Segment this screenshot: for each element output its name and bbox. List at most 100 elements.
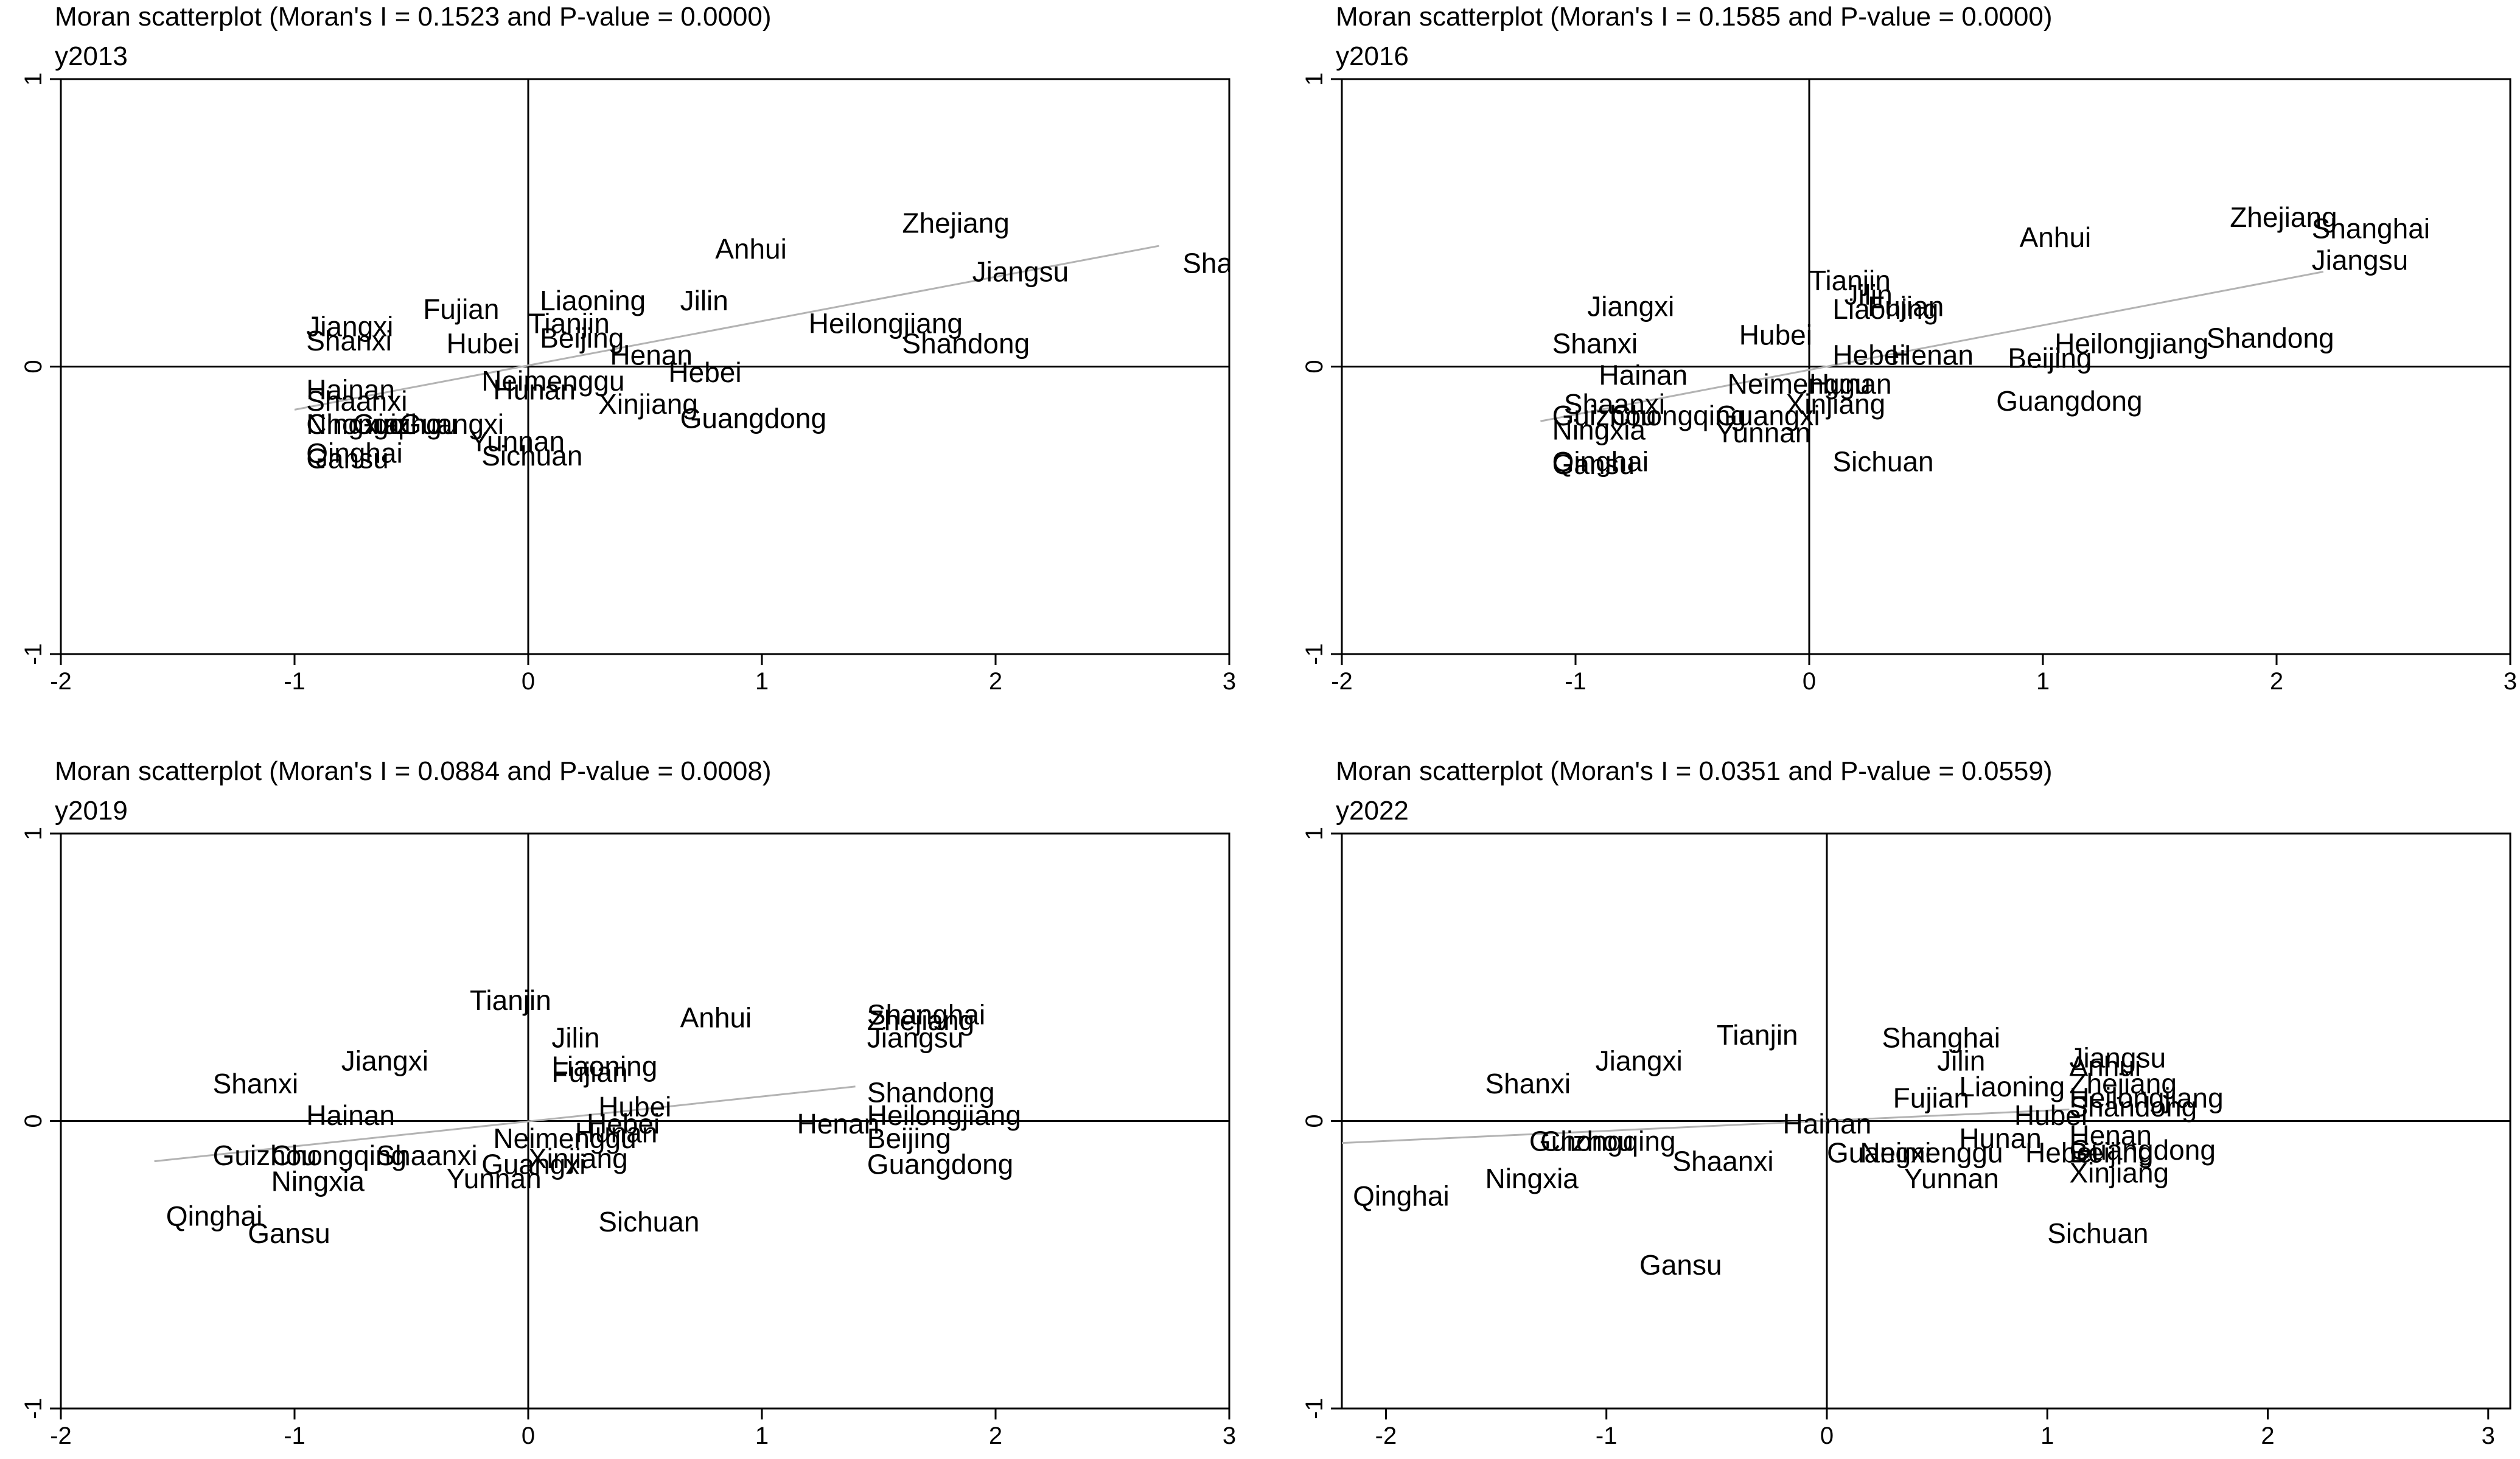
point-label: Shanxi bbox=[1552, 328, 1638, 360]
point-label: Guangdong bbox=[867, 1148, 1013, 1180]
point-label: Shandong bbox=[867, 1076, 995, 1108]
point-label: Xinjiang bbox=[528, 1143, 628, 1174]
point-label: Fujian bbox=[423, 293, 499, 325]
y-tick-label: 1 bbox=[1301, 827, 1328, 840]
point-label: Hubei bbox=[1739, 319, 1812, 351]
x-tick-label: -1 bbox=[1596, 1422, 1618, 1449]
point-label: Xinjiang bbox=[2069, 1157, 2169, 1189]
point-label: Fujian bbox=[1868, 290, 1944, 322]
point-label: Hebei bbox=[2025, 1137, 2098, 1168]
point-label: Gansu bbox=[1639, 1249, 1722, 1281]
point-label: Neimenggu bbox=[1860, 1137, 2003, 1168]
point-label: Henan bbox=[797, 1108, 880, 1140]
y-tick-label: 0 bbox=[1301, 1114, 1328, 1127]
point-label: Jiangsu bbox=[867, 1022, 964, 1053]
point-label: Henan bbox=[610, 340, 693, 371]
point-label: Qinghai bbox=[1353, 1180, 1450, 1211]
point-label: Hainan bbox=[306, 374, 395, 405]
x-tick-label: -1 bbox=[284, 668, 305, 695]
y-tick-label: -1 bbox=[20, 643, 47, 665]
x-tick-label: 3 bbox=[2504, 668, 2517, 695]
point-label: Shanxi bbox=[213, 1068, 299, 1099]
point-label: Jiangsu bbox=[2069, 1042, 2166, 1074]
x-tick-label: -1 bbox=[284, 1422, 305, 1449]
point-label: Hubei bbox=[447, 328, 520, 360]
point-label: Shaanxi bbox=[306, 385, 407, 417]
point-label: Hubei bbox=[598, 1091, 671, 1123]
point-label: Guangxi bbox=[481, 1148, 585, 1180]
chart-subtitle: y2016 bbox=[1336, 41, 1409, 71]
point-label: Hainan bbox=[306, 1099, 395, 1131]
point-label: Guangdong bbox=[680, 403, 826, 434]
point-label: Yunnan bbox=[1904, 1163, 1999, 1194]
chart-title: Moran scatterplot (Moran's I = 0.0884 an… bbox=[55, 756, 772, 786]
fit-line bbox=[154, 1085, 856, 1163]
point-label: Tianjin bbox=[470, 984, 551, 1016]
x-tick-label: -2 bbox=[1331, 668, 1353, 695]
point-label: Neimenggu bbox=[493, 1123, 636, 1154]
point-label: Guangdong bbox=[2069, 1134, 2215, 1166]
y-tick-label: -1 bbox=[1301, 643, 1328, 665]
point-label: Hebei bbox=[1832, 340, 1905, 371]
point-label: Shanghai bbox=[2312, 213, 2430, 245]
point-label: Anhui bbox=[2020, 221, 2092, 253]
point-label: Jilin bbox=[1937, 1045, 1985, 1076]
point-label: Beijing bbox=[2008, 342, 2092, 374]
point-label: Qinghai bbox=[306, 437, 403, 468]
point-label: Fujian bbox=[551, 1056, 627, 1088]
point-label: Yunnan bbox=[1715, 417, 1810, 448]
point-label: Ningxia bbox=[1552, 414, 1646, 445]
point-label: Hubei bbox=[2014, 1099, 2087, 1131]
point-label: Shanxi bbox=[1485, 1068, 1571, 1099]
x-tick-label: 3 bbox=[1223, 668, 1236, 695]
point-label: Tianjin bbox=[528, 308, 610, 340]
point-label: Jiangsu bbox=[972, 256, 1069, 288]
x-tick-label: 1 bbox=[755, 1422, 769, 1449]
point-label: Chongqing bbox=[271, 1140, 407, 1171]
chart-title: Moran scatterplot (Moran's I = 0.1523 an… bbox=[55, 2, 772, 32]
point-label: Sichuan bbox=[598, 1206, 699, 1238]
x-tick-label: -1 bbox=[1565, 668, 1586, 695]
point-label: Ningxia bbox=[1485, 1163, 1579, 1194]
point-label: Shanghai bbox=[867, 999, 985, 1031]
point-label: Hunan bbox=[1959, 1123, 2042, 1154]
point-label: Neimenggu bbox=[1728, 368, 1871, 400]
x-tick-label: 3 bbox=[2482, 1422, 2495, 1449]
point-label: Tianjin bbox=[1809, 265, 1891, 296]
point-label: Guizhou bbox=[213, 1140, 317, 1171]
y-tick-label: 0 bbox=[1301, 360, 1328, 373]
point-label: Anhui bbox=[680, 1001, 752, 1033]
point-label: Anhui bbox=[2069, 1051, 2141, 1082]
x-tick-label: 3 bbox=[1223, 1422, 1236, 1449]
y-tick-label: 1 bbox=[20, 827, 47, 840]
chart-subtitle: y2022 bbox=[1336, 796, 1409, 826]
point-label: Yunnan bbox=[470, 425, 565, 457]
point-label: Shanxi bbox=[306, 325, 392, 357]
point-label: Zhejiang bbox=[867, 1005, 974, 1036]
x-tick-label: 0 bbox=[522, 668, 535, 695]
panel-y2013: Moran scatterplot (Moran's I = 0.1523 an… bbox=[20, 2, 1300, 695]
point-label: Hainan bbox=[1599, 360, 1688, 391]
y-tick-label: -1 bbox=[1301, 1398, 1328, 1419]
chart-title: Moran scatterplot (Moran's I = 0.0351 an… bbox=[1336, 756, 2053, 786]
plot-area: Zhejiang Shanghai Jiangsu Anhui Heilongjiang… bbox=[294, 207, 1300, 475]
point-label: Guangxi bbox=[400, 408, 504, 440]
point-label: Chongqing bbox=[306, 408, 442, 440]
x-tick-label: -2 bbox=[50, 1422, 72, 1449]
point-label: Jilin bbox=[680, 285, 728, 316]
point-label: Jiangxi bbox=[341, 1045, 428, 1076]
point-label: Shanghai bbox=[1182, 247, 1300, 279]
point-label: Jiangxi bbox=[1596, 1045, 1683, 1076]
fit-line bbox=[294, 245, 1160, 411]
point-label: Gansu bbox=[1552, 448, 1635, 480]
x-tick-label: 1 bbox=[2036, 668, 2050, 695]
point-label: Xinjiang bbox=[1786, 388, 1886, 420]
point-label: Ningxia bbox=[271, 1166, 365, 1197]
point-label: Anhui bbox=[715, 233, 787, 265]
x-tick-label: 1 bbox=[2040, 1422, 2054, 1449]
fit-line bbox=[1342, 1109, 2070, 1144]
point-label: Jilin bbox=[551, 1022, 599, 1053]
x-tick-label: 0 bbox=[522, 1422, 535, 1449]
point-label: Gansu bbox=[306, 443, 389, 475]
